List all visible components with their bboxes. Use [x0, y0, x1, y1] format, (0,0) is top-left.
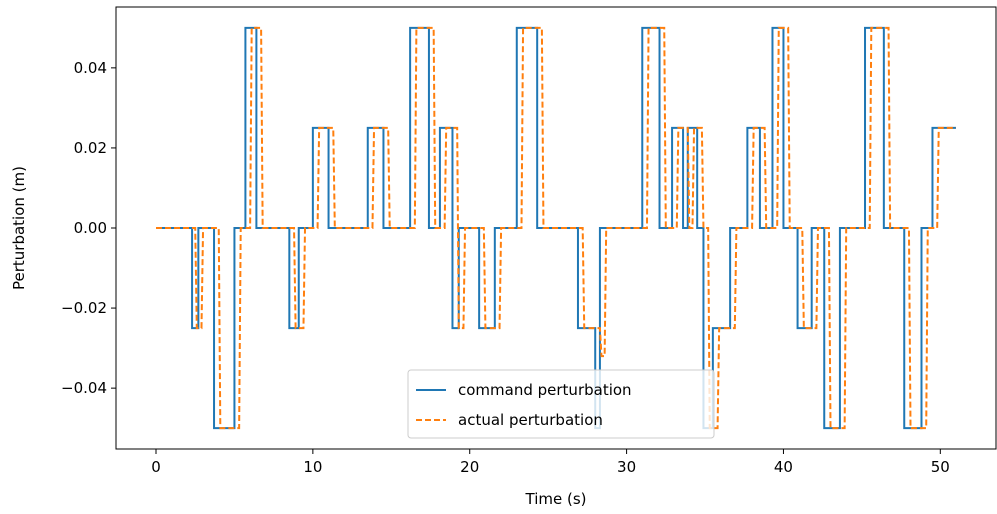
y-tick-label: 0.04 [74, 59, 107, 77]
x-tick-label: 50 [931, 458, 950, 476]
x-axis-label: Time (s) [525, 490, 587, 508]
x-tick-label: 30 [617, 458, 636, 476]
x-axis: 0 10 20 30 40 50 [151, 449, 950, 476]
legend: command perturbation actual perturbation [407, 369, 715, 439]
x-tick-label: 20 [460, 458, 479, 476]
x-tick-label: 0 [151, 458, 161, 476]
series-line-actual [156, 26, 956, 430]
x-tick-label: 10 [303, 458, 322, 476]
y-tick-label: −0.04 [61, 379, 107, 397]
legend-box [407, 369, 715, 439]
legend-label-actual: actual perturbation [458, 411, 603, 429]
y-tick-label: 0.02 [74, 139, 107, 157]
x-tick-label: 40 [774, 458, 793, 476]
legend-label-command: command perturbation [458, 381, 632, 399]
y-axis: −0.04 −0.02 0.00 0.02 0.04 [61, 59, 116, 397]
y-tick-label: 0.00 [74, 219, 107, 237]
y-tick-label: −0.02 [61, 299, 107, 317]
y-axis-label: Perturbation (m) [10, 166, 28, 290]
